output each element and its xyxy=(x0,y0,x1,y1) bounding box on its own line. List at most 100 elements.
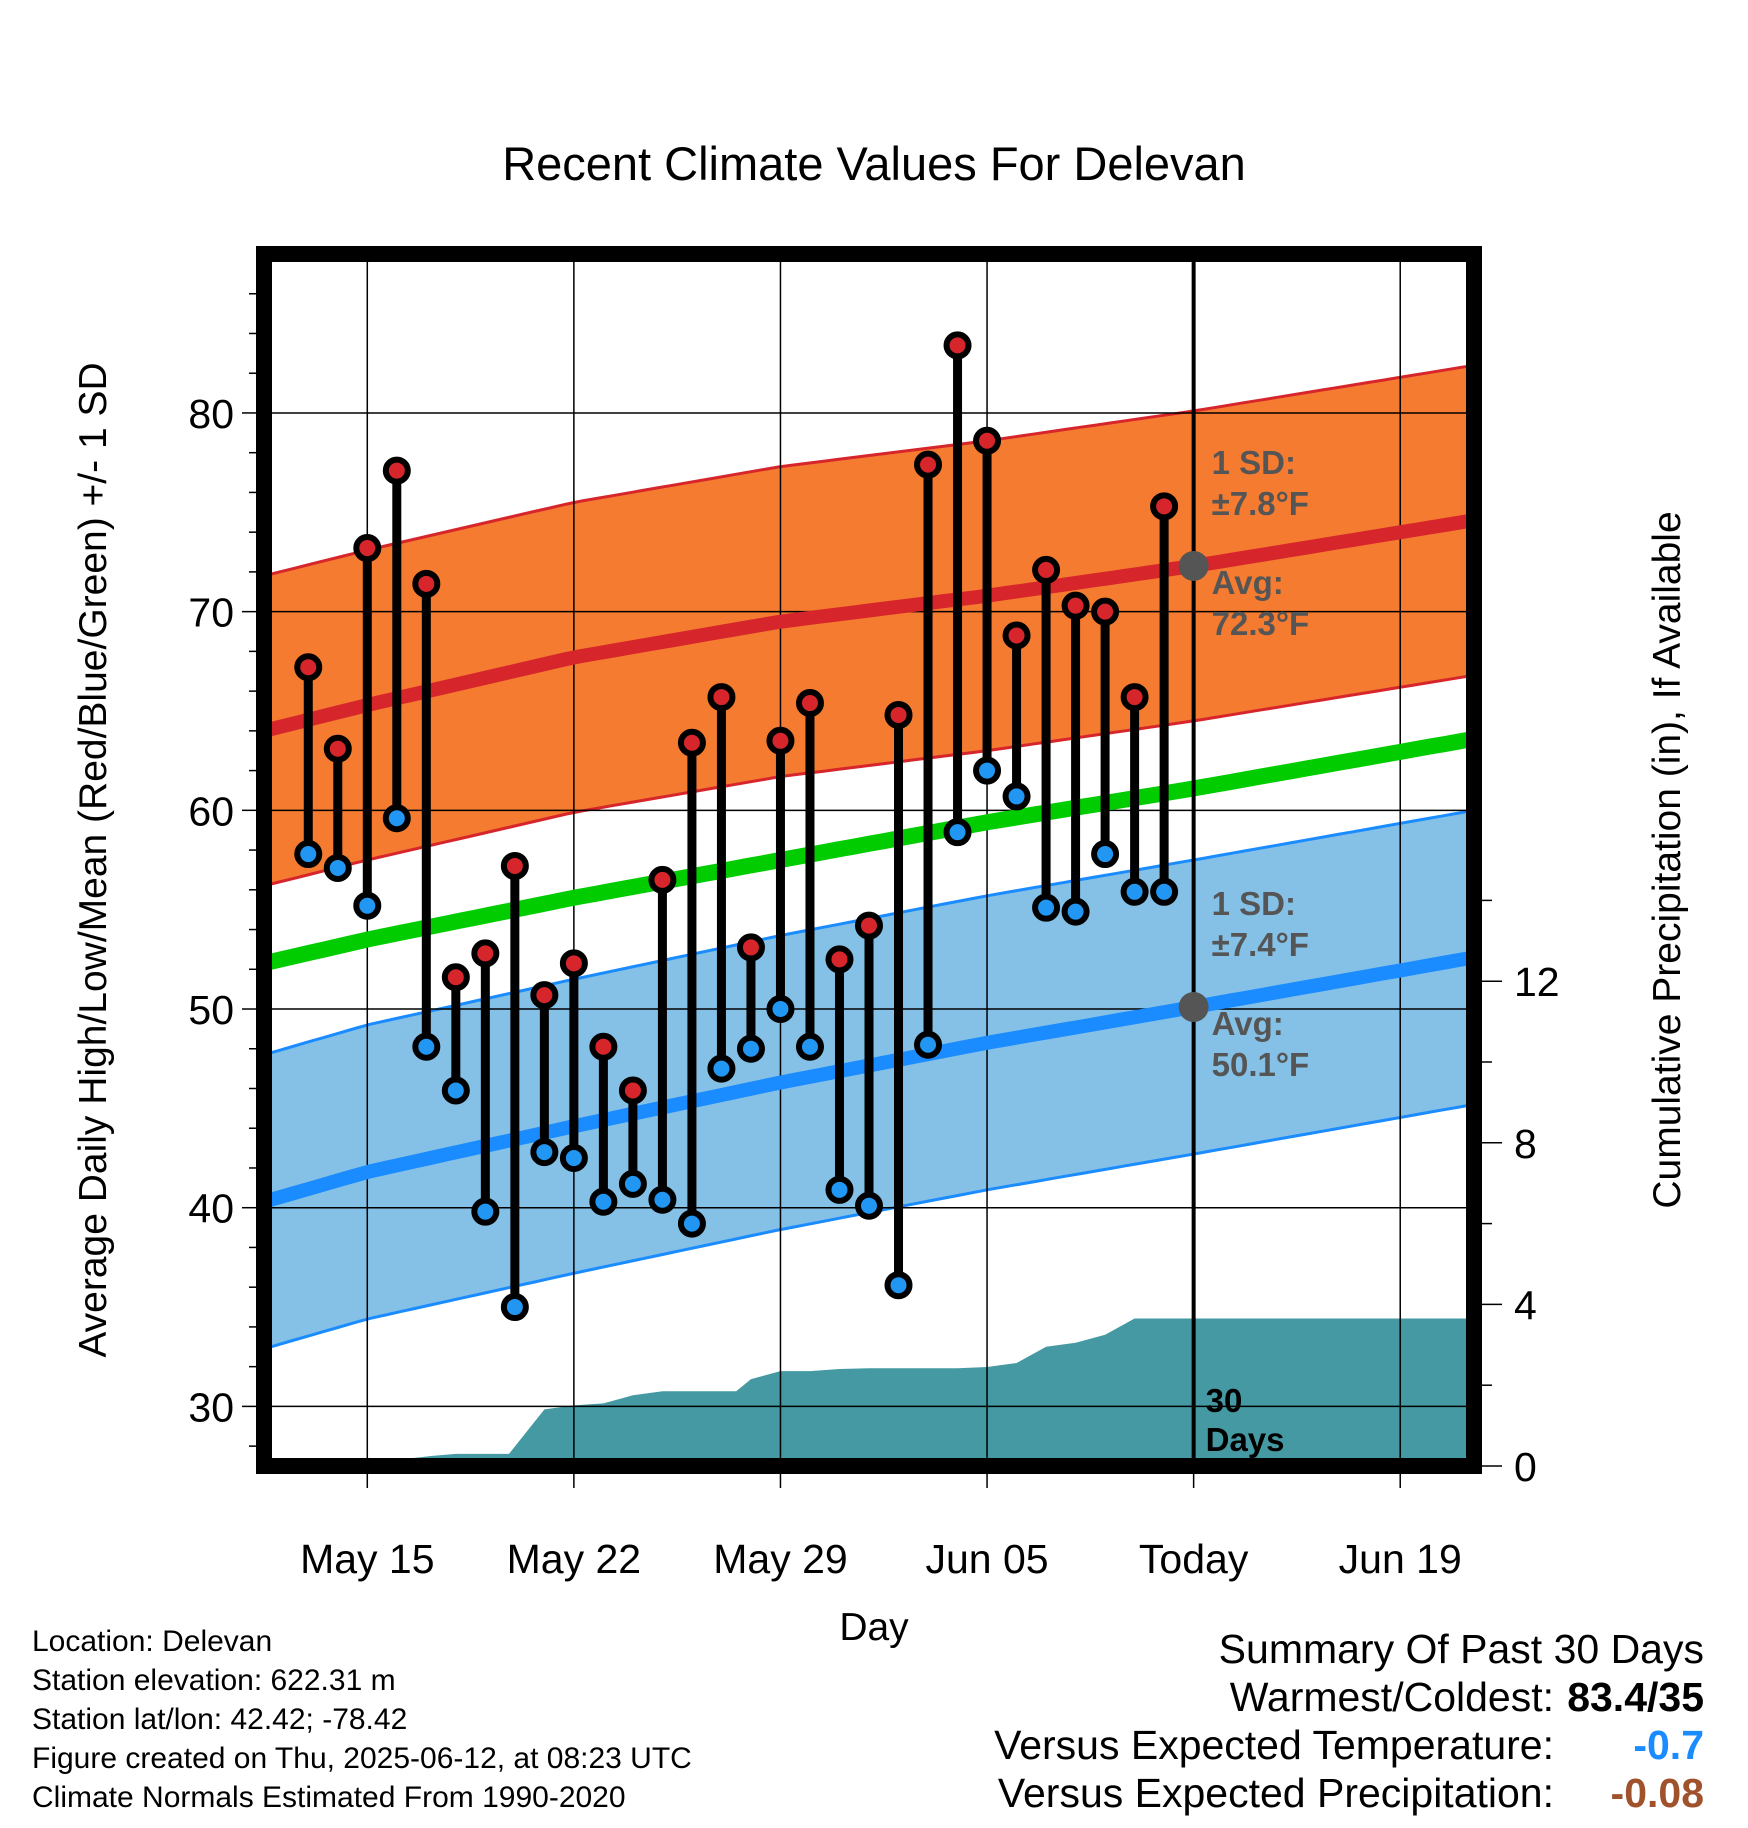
high-sd-value: ±7.8°F xyxy=(1212,485,1309,522)
y-tick-label: 40 xyxy=(188,1186,234,1232)
avg-mean-line xyxy=(264,730,1474,972)
y-tick-label: 50 xyxy=(188,987,234,1033)
days-count-label: 30 xyxy=(1206,1382,1243,1419)
daily-low-marker xyxy=(736,1034,765,1063)
daily-high-marker xyxy=(1061,591,1090,620)
daily-high-marker xyxy=(825,945,854,974)
plot-frame xyxy=(256,246,1482,1474)
daily-low-marker xyxy=(973,756,1002,785)
x-tick-label: May 29 xyxy=(713,1536,847,1582)
summary-temp-row: Versus Expected Temperature: -0.7 xyxy=(994,1722,1704,1769)
low-sd-label: 1 SD: xyxy=(1212,885,1296,922)
precip-label: Versus Expected Precipitation: xyxy=(997,1770,1554,1816)
daily-high-marker xyxy=(1091,597,1120,626)
daily-low-marker xyxy=(530,1138,559,1167)
daily-high-marker xyxy=(1002,621,1031,650)
warmest-value: 83.4/35 xyxy=(1567,1674,1704,1720)
daily-high-marker xyxy=(471,939,500,968)
daily-high-marker xyxy=(323,734,352,763)
y-axis-title: Average Daily High/Low/Mean (Red/Blue/Gr… xyxy=(72,362,115,1357)
high-avg-label: Avg: xyxy=(1212,564,1284,601)
daily-high-marker xyxy=(441,963,470,992)
daily-low-marker xyxy=(323,853,352,882)
created-text: Figure created on Thu, 2025-06-12, at 08… xyxy=(32,1742,692,1775)
y2-tick-label: 12 xyxy=(1514,959,1560,1005)
temp-label: Versus Expected Temperature: xyxy=(994,1722,1554,1768)
daily-low-marker xyxy=(1002,782,1031,811)
daily-low-marker xyxy=(943,818,972,847)
daily-low-marker xyxy=(648,1185,677,1214)
daily-high-marker xyxy=(412,569,441,598)
daily-high-marker xyxy=(294,653,323,682)
daily-high-marker xyxy=(559,949,588,978)
daily-low-marker xyxy=(1150,877,1179,906)
daily-high-marker xyxy=(382,456,411,485)
y2-tick-label: 0 xyxy=(1514,1444,1537,1490)
daily-high-marker xyxy=(795,689,824,718)
days-label: Days xyxy=(1206,1421,1285,1458)
daily-low-marker xyxy=(707,1054,736,1083)
x-tick-label: May 15 xyxy=(300,1536,434,1582)
daily-low-marker xyxy=(1120,877,1149,906)
daily-high-marker xyxy=(677,728,706,757)
summary-warmest-row: Warmest/Coldest: 83.4/35 xyxy=(1230,1674,1704,1721)
daily-high-marker xyxy=(736,933,765,962)
location-text: Location: Delevan xyxy=(32,1625,273,1658)
warmest-label: Warmest/Coldest: xyxy=(1229,1674,1554,1720)
elevation-text: Station elevation: 622.31 m xyxy=(32,1664,396,1697)
high-band-upper-edge xyxy=(264,363,1474,578)
daily-low-marker xyxy=(589,1187,618,1216)
avg-high-line xyxy=(264,513,1474,738)
normals-text: Climate Normals Estimated From 1990-2020 xyxy=(32,1781,626,1814)
daily-low-marker xyxy=(766,995,795,1024)
high-avg-value: 72.3°F xyxy=(1212,605,1310,642)
x-tick-label: Jun 05 xyxy=(925,1536,1048,1582)
summary-title: Summary Of Past 30 Days xyxy=(1218,1626,1704,1672)
daily-high-marker xyxy=(618,1076,647,1105)
daily-high-marker xyxy=(500,851,529,880)
precip-value: -0.08 xyxy=(1610,1770,1704,1816)
daily-low-marker xyxy=(294,840,323,869)
daily-high-marker xyxy=(1120,683,1149,712)
daily-high-marker xyxy=(589,1032,618,1061)
low-sd-value: ±7.4°F xyxy=(1212,926,1309,963)
daily-high-marker xyxy=(707,683,736,712)
y2-tick-label: 4 xyxy=(1514,1282,1537,1328)
latlon-text: Station lat/lon: 42.42; -78.42 xyxy=(32,1703,408,1736)
y-tick-label: 70 xyxy=(188,590,234,636)
daily-low-marker xyxy=(382,804,411,833)
station-info: Location: Delevan Station elevation: 622… xyxy=(32,1622,692,1817)
daily-high-marker xyxy=(914,450,943,479)
daily-high-marker xyxy=(648,865,677,894)
daily-high-marker xyxy=(884,700,913,729)
daily-low-marker xyxy=(1091,840,1120,869)
daily-low-marker xyxy=(471,1197,500,1226)
low-avg-value: 50.1°F xyxy=(1212,1046,1310,1083)
daily-high-marker xyxy=(353,534,382,563)
daily-low-marker xyxy=(795,1032,824,1061)
summary-precip-row: Versus Expected Precipitation: -0.08 xyxy=(998,1770,1704,1817)
precip-area xyxy=(264,1318,1474,1466)
today-avg-high-dot xyxy=(1178,550,1209,581)
daily-low-marker xyxy=(677,1209,706,1238)
daily-low-marker xyxy=(884,1271,913,1300)
daily-low-marker xyxy=(500,1293,529,1322)
daily-low-marker xyxy=(914,1030,943,1059)
daily-high-marker xyxy=(1032,555,1061,584)
high-band-lower-edge xyxy=(264,673,1474,888)
daily-low-marker xyxy=(412,1032,441,1061)
x-tick-label: May 22 xyxy=(507,1536,641,1582)
y-tick-label: 30 xyxy=(188,1384,234,1430)
daily-high-marker xyxy=(530,981,559,1010)
daily-low-marker xyxy=(441,1076,470,1105)
chart-title: Recent Climate Values For Delevan xyxy=(502,137,1246,190)
daily-low-marker xyxy=(1032,893,1061,922)
x-tick-label: Today xyxy=(1139,1536,1249,1582)
daily-low-marker xyxy=(1061,897,1090,926)
daily-low-marker xyxy=(559,1144,588,1173)
today-avg-low-dot xyxy=(1178,992,1209,1023)
low-avg-label: Avg: xyxy=(1212,1005,1284,1042)
plot-area xyxy=(264,254,1474,1466)
daily-low-marker xyxy=(825,1175,854,1204)
